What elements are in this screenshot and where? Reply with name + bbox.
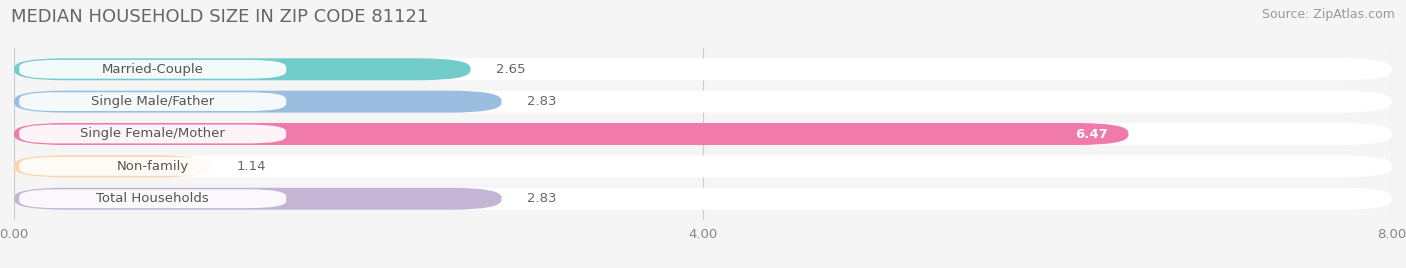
Text: MEDIAN HOUSEHOLD SIZE IN ZIP CODE 81121: MEDIAN HOUSEHOLD SIZE IN ZIP CODE 81121 [11,8,429,26]
Text: Non-family: Non-family [117,160,188,173]
FancyBboxPatch shape [14,123,1129,145]
FancyBboxPatch shape [14,58,1392,80]
FancyBboxPatch shape [14,155,1392,177]
FancyBboxPatch shape [20,92,287,111]
FancyBboxPatch shape [14,58,471,80]
FancyBboxPatch shape [14,188,1392,210]
FancyBboxPatch shape [20,189,287,208]
FancyBboxPatch shape [14,155,211,177]
Text: 6.47: 6.47 [1076,128,1108,140]
FancyBboxPatch shape [14,188,502,210]
Text: 1.14: 1.14 [236,160,266,173]
Text: Total Households: Total Households [97,192,209,205]
Text: Source: ZipAtlas.com: Source: ZipAtlas.com [1261,8,1395,21]
Text: 2.65: 2.65 [496,63,526,76]
Text: Married-Couple: Married-Couple [101,63,204,76]
Text: Single Male/Father: Single Male/Father [91,95,214,108]
Text: 2.83: 2.83 [527,95,557,108]
FancyBboxPatch shape [20,125,287,143]
FancyBboxPatch shape [20,157,287,176]
Text: 2.83: 2.83 [527,192,557,205]
FancyBboxPatch shape [20,60,287,79]
FancyBboxPatch shape [14,91,502,113]
Text: Single Female/Mother: Single Female/Mother [80,128,225,140]
FancyBboxPatch shape [14,91,1392,113]
FancyBboxPatch shape [14,123,1392,145]
